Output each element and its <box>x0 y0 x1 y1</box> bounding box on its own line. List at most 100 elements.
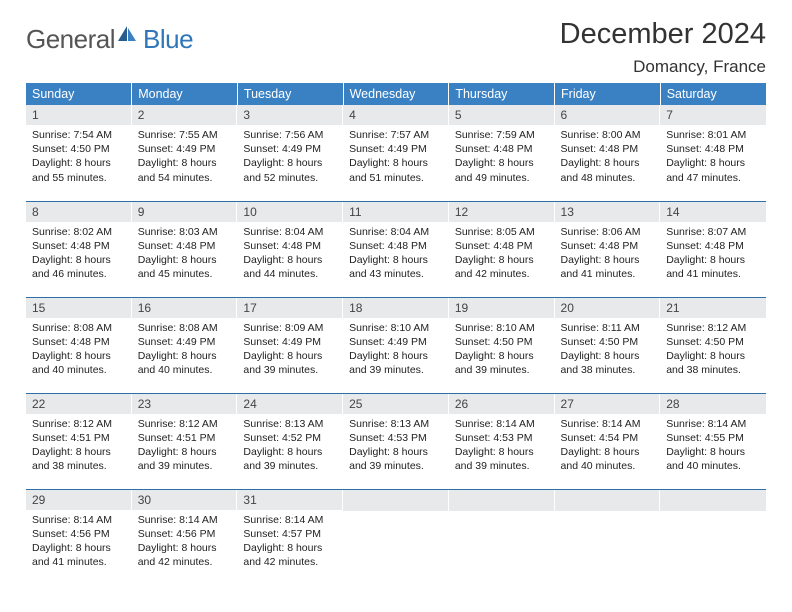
day-number: 7 <box>660 105 766 125</box>
calendar-cell <box>555 489 661 585</box>
sunset-value: 4:53 PM <box>388 432 427 444</box>
sunset-label: Sunset: <box>455 240 491 252</box>
day-details: Sunrise: 8:02 AMSunset: 4:48 PMDaylight:… <box>26 222 132 286</box>
sunset-value: 4:49 PM <box>282 336 321 348</box>
sunset-line: Sunset: 4:50 PM <box>32 142 126 156</box>
sunset-label: Sunset: <box>138 240 174 252</box>
daylight-line: Daylight: 8 hours and 42 minutes. <box>243 541 337 569</box>
weekday-header: Saturday <box>660 83 766 105</box>
sunrise-label: Sunrise: <box>32 129 71 141</box>
sunset-line: Sunset: 4:53 PM <box>349 431 443 445</box>
sunrise-value: 8:14 AM <box>496 418 535 430</box>
sunset-value: 4:48 PM <box>71 336 110 348</box>
sunrise-line: Sunrise: 8:14 AM <box>666 417 760 431</box>
day-number: 13 <box>555 202 661 222</box>
daylight-line: Daylight: 8 hours and 40 minutes. <box>32 349 126 377</box>
daylight-line: Daylight: 8 hours and 39 minutes. <box>243 445 337 473</box>
sunset-value: 4:54 PM <box>599 432 638 444</box>
sunrise-label: Sunrise: <box>349 418 388 430</box>
daylight-label: Daylight: <box>138 254 179 266</box>
empty-day-bar <box>555 490 661 511</box>
calendar-cell: 15Sunrise: 8:08 AMSunset: 4:48 PMDayligh… <box>26 297 132 393</box>
sunset-line: Sunset: 4:50 PM <box>455 335 549 349</box>
sunrise-line: Sunrise: 8:14 AM <box>455 417 549 431</box>
day-number: 1 <box>26 105 132 125</box>
day-details: Sunrise: 8:03 AMSunset: 4:48 PMDaylight:… <box>132 222 238 286</box>
daylight-line: Daylight: 8 hours and 44 minutes. <box>243 253 337 281</box>
sunset-line: Sunset: 4:51 PM <box>138 431 232 445</box>
sunrise-value: 7:55 AM <box>179 129 218 141</box>
daylight-line: Daylight: 8 hours and 46 minutes. <box>32 253 126 281</box>
weekday-header-row: Sunday Monday Tuesday Wednesday Thursday… <box>26 83 766 105</box>
sunrise-value: 8:10 AM <box>391 322 430 334</box>
calendar-cell: 3Sunrise: 7:56 AMSunset: 4:49 PMDaylight… <box>237 105 343 201</box>
day-number: 28 <box>660 394 766 414</box>
sunset-label: Sunset: <box>666 336 702 348</box>
daylight-label: Daylight: <box>243 350 284 362</box>
logo-text-general: General <box>26 24 115 55</box>
day-number: 30 <box>132 490 238 510</box>
sunrise-line: Sunrise: 8:12 AM <box>138 417 232 431</box>
sunset-label: Sunset: <box>32 336 68 348</box>
calendar-cell: 25Sunrise: 8:13 AMSunset: 4:53 PMDayligh… <box>343 393 449 489</box>
calendar-cell: 21Sunrise: 8:12 AMSunset: 4:50 PMDayligh… <box>660 297 766 393</box>
daylight-label: Daylight: <box>561 157 602 169</box>
sunset-line: Sunset: 4:49 PM <box>243 142 337 156</box>
daylight-label: Daylight: <box>243 157 284 169</box>
sunrise-line: Sunrise: 8:03 AM <box>138 225 232 239</box>
sunrise-line: Sunrise: 8:01 AM <box>666 128 760 142</box>
sunrise-label: Sunrise: <box>666 129 705 141</box>
daylight-line: Daylight: 8 hours and 45 minutes. <box>138 253 232 281</box>
sunrise-label: Sunrise: <box>32 514 71 526</box>
sunrise-label: Sunrise: <box>32 226 71 238</box>
sunrise-label: Sunrise: <box>349 226 388 238</box>
sunset-line: Sunset: 4:49 PM <box>138 142 232 156</box>
sunrise-value: 8:02 AM <box>73 226 112 238</box>
day-details: Sunrise: 8:01 AMSunset: 4:48 PMDaylight:… <box>660 125 766 189</box>
day-details: Sunrise: 8:10 AMSunset: 4:49 PMDaylight:… <box>343 318 449 382</box>
sunrise-label: Sunrise: <box>455 418 494 430</box>
sunset-label: Sunset: <box>349 240 385 252</box>
calendar-row: 8Sunrise: 8:02 AMSunset: 4:48 PMDaylight… <box>26 201 766 297</box>
day-details: Sunrise: 8:12 AMSunset: 4:50 PMDaylight:… <box>660 318 766 382</box>
sunset-value: 4:48 PM <box>71 240 110 252</box>
sunset-line: Sunset: 4:48 PM <box>243 239 337 253</box>
sunset-line: Sunset: 4:56 PM <box>138 527 232 541</box>
sunset-line: Sunset: 4:48 PM <box>666 239 760 253</box>
sunrise-value: 8:08 AM <box>179 322 218 334</box>
daylight-label: Daylight: <box>666 254 707 266</box>
sunrise-line: Sunrise: 7:57 AM <box>349 128 443 142</box>
sunrise-line: Sunrise: 8:06 AM <box>561 225 655 239</box>
sunset-line: Sunset: 4:48 PM <box>561 239 655 253</box>
sunrise-label: Sunrise: <box>243 418 282 430</box>
sunset-value: 4:49 PM <box>176 143 215 155</box>
sunset-label: Sunset: <box>349 432 385 444</box>
day-details: Sunrise: 7:54 AMSunset: 4:50 PMDaylight:… <box>26 125 132 189</box>
sunset-value: 4:48 PM <box>493 143 532 155</box>
sunset-line: Sunset: 4:48 PM <box>666 142 760 156</box>
sunrise-line: Sunrise: 8:12 AM <box>32 417 126 431</box>
calendar-row: 29Sunrise: 8:14 AMSunset: 4:56 PMDayligh… <box>26 489 766 585</box>
sunrise-value: 8:10 AM <box>496 322 535 334</box>
sunset-label: Sunset: <box>349 336 385 348</box>
location-subtitle: Domancy, France <box>560 57 766 77</box>
day-number: 3 <box>237 105 343 125</box>
sunset-value: 4:49 PM <box>176 336 215 348</box>
sunset-value: 4:50 PM <box>599 336 638 348</box>
sunrise-label: Sunrise: <box>32 418 71 430</box>
sunrise-label: Sunrise: <box>243 129 282 141</box>
calendar-cell: 19Sunrise: 8:10 AMSunset: 4:50 PMDayligh… <box>449 297 555 393</box>
sunrise-value: 8:14 AM <box>708 418 747 430</box>
day-number: 24 <box>237 394 343 414</box>
daylight-label: Daylight: <box>666 350 707 362</box>
daylight-line: Daylight: 8 hours and 39 minutes. <box>243 349 337 377</box>
daylight-label: Daylight: <box>561 350 602 362</box>
calendar-cell: 16Sunrise: 8:08 AMSunset: 4:49 PMDayligh… <box>132 297 238 393</box>
daylight-label: Daylight: <box>32 254 73 266</box>
calendar-cell: 17Sunrise: 8:09 AMSunset: 4:49 PMDayligh… <box>237 297 343 393</box>
calendar-row: 15Sunrise: 8:08 AMSunset: 4:48 PMDayligh… <box>26 297 766 393</box>
daylight-label: Daylight: <box>455 254 496 266</box>
sunset-value: 4:48 PM <box>493 240 532 252</box>
sunrise-line: Sunrise: 8:07 AM <box>666 225 760 239</box>
weekday-header: Thursday <box>449 83 555 105</box>
